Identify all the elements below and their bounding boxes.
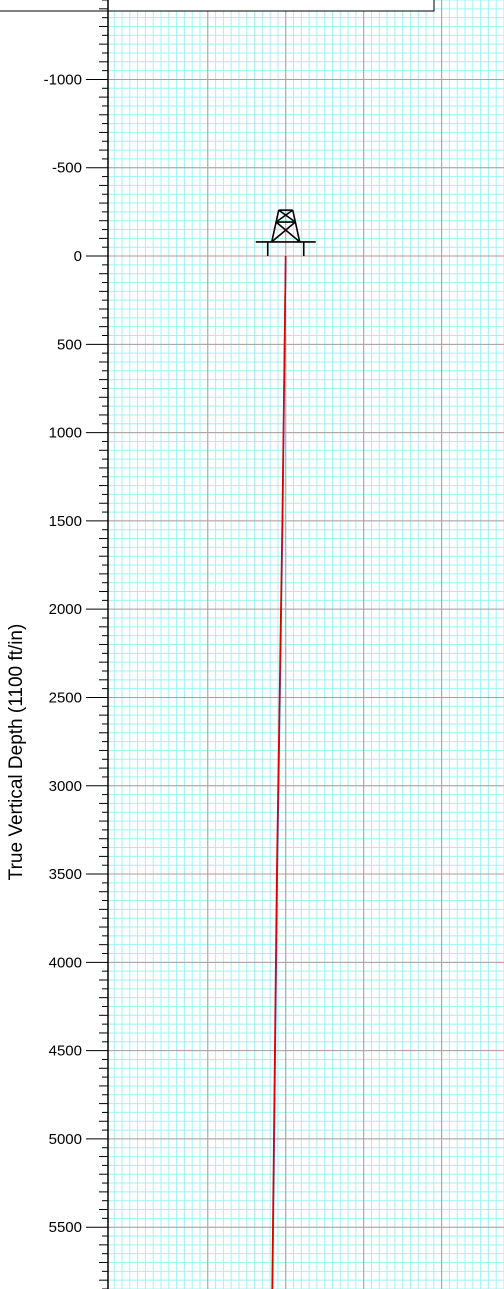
y-tick-label: -1000 [44,71,82,88]
y-tick-label: 1000 [49,425,82,442]
rig-brace [275,221,301,243]
rig-brace [271,221,296,243]
y-tick-label: 2000 [49,601,82,618]
y-tick-label: 2500 [49,689,82,706]
y-tick-label: 3000 [49,778,82,795]
y-tick-label: 4500 [49,1043,82,1060]
wellbore-path-line [271,255,287,1289]
y-tick-label: 5000 [49,1131,82,1148]
y-tick-label: 500 [57,336,82,353]
major-grid [108,0,504,1289]
minor-grid [108,0,504,1289]
y-tick-label: 4000 [49,954,82,971]
y-axis: -1000 -500 0 500 1000 1500 2000 2500 3000 3500 400… [44,0,109,1289]
rig-brace [275,209,294,223]
y-axis-title: True Vertical Depth (1100 ft/in) [6,624,27,881]
y-tick-label: 5500 [49,1219,82,1236]
wellbore-paths [271,255,287,1289]
rig-brace [278,209,296,223]
drilling-rig-icon [255,209,316,257]
y-tick-label: 1500 [49,513,82,530]
y-tick-label: 0 [74,248,82,265]
legend-box [0,0,435,12]
y-tick-label: -500 [52,160,82,177]
rig-leg-right [291,209,301,243]
rig-leg-left [270,209,280,243]
y-tick-label: 3500 [49,866,82,883]
